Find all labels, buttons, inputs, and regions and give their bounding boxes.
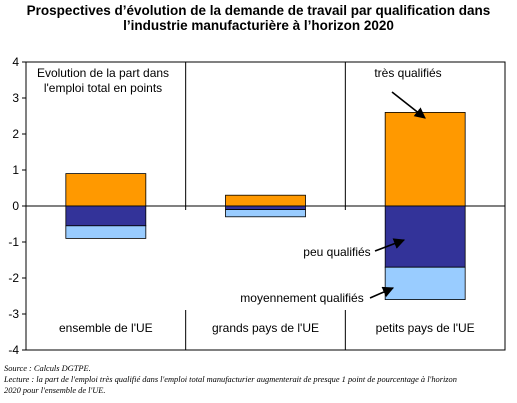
reading-note-line-1: Lecture : la part de l'emploi très quali… — [4, 375, 457, 384]
chart-title: Prospectives d’évolution de la demande d… — [0, 3, 517, 33]
bar-segment — [65, 173, 147, 207]
y-tick-label: -4 — [8, 343, 19, 357]
bar-segment — [225, 209, 306, 218]
bar-segment — [384, 266, 466, 301]
y-tick-label: -3 — [8, 307, 19, 321]
y-tick-label: -2 — [8, 271, 19, 285]
y-tick-label: 2 — [12, 127, 19, 141]
y-axis-label-line: l'emploi total en points — [44, 81, 162, 95]
bar-segment — [225, 194, 306, 207]
chart-bars — [65, 112, 466, 301]
chart-footer: Source : Calculs DGTPE. Lecture : la par… — [4, 363, 514, 396]
reading-note-line-2: 2020 pour l'ensemble de l'UE. — [4, 386, 106, 395]
series-annotation-label: peu qualifiés — [303, 245, 370, 259]
series-annotation-arrow — [369, 286, 395, 299]
y-tick-label: 4 — [12, 55, 19, 69]
series-annotation-arrow — [374, 238, 406, 252]
bar-segment — [384, 205, 466, 268]
chart-title-line-1: Prospectives d’évolution de la demande d… — [26, 3, 491, 18]
y-axis-label-line: Evolution de la part dans — [37, 66, 169, 80]
y-axis-label: Evolution de la part dans l'emploi total … — [37, 66, 169, 95]
chart-annotations: Evolution de la part dans l'emploi total … — [37, 66, 442, 305]
x-category-label: grands pays de l'UE — [212, 321, 319, 335]
bar-segment — [225, 205, 306, 210]
y-tick-label: 1 — [12, 163, 19, 177]
y-tick-label: -1 — [8, 235, 19, 249]
chart-title-line-2: l’industrie manufacturière à l’horizon 2… — [123, 18, 394, 33]
series-annotation-label: moyennement qualifiés — [240, 291, 363, 305]
y-tick-label: 0 — [12, 199, 19, 213]
bar-segment — [65, 225, 147, 239]
bar-segment — [65, 205, 147, 227]
x-category-label: petits pays de l'UE — [376, 321, 475, 335]
bar-segment — [384, 112, 466, 207]
series-annotation-arrow — [391, 91, 426, 119]
source-note: Source : Calculs DGTPE. — [4, 364, 91, 373]
series-annotation-label: très qualifiés — [374, 66, 441, 80]
y-tick-label: 3 — [12, 91, 19, 105]
x-category-label: ensemble de l'UE — [59, 321, 153, 335]
